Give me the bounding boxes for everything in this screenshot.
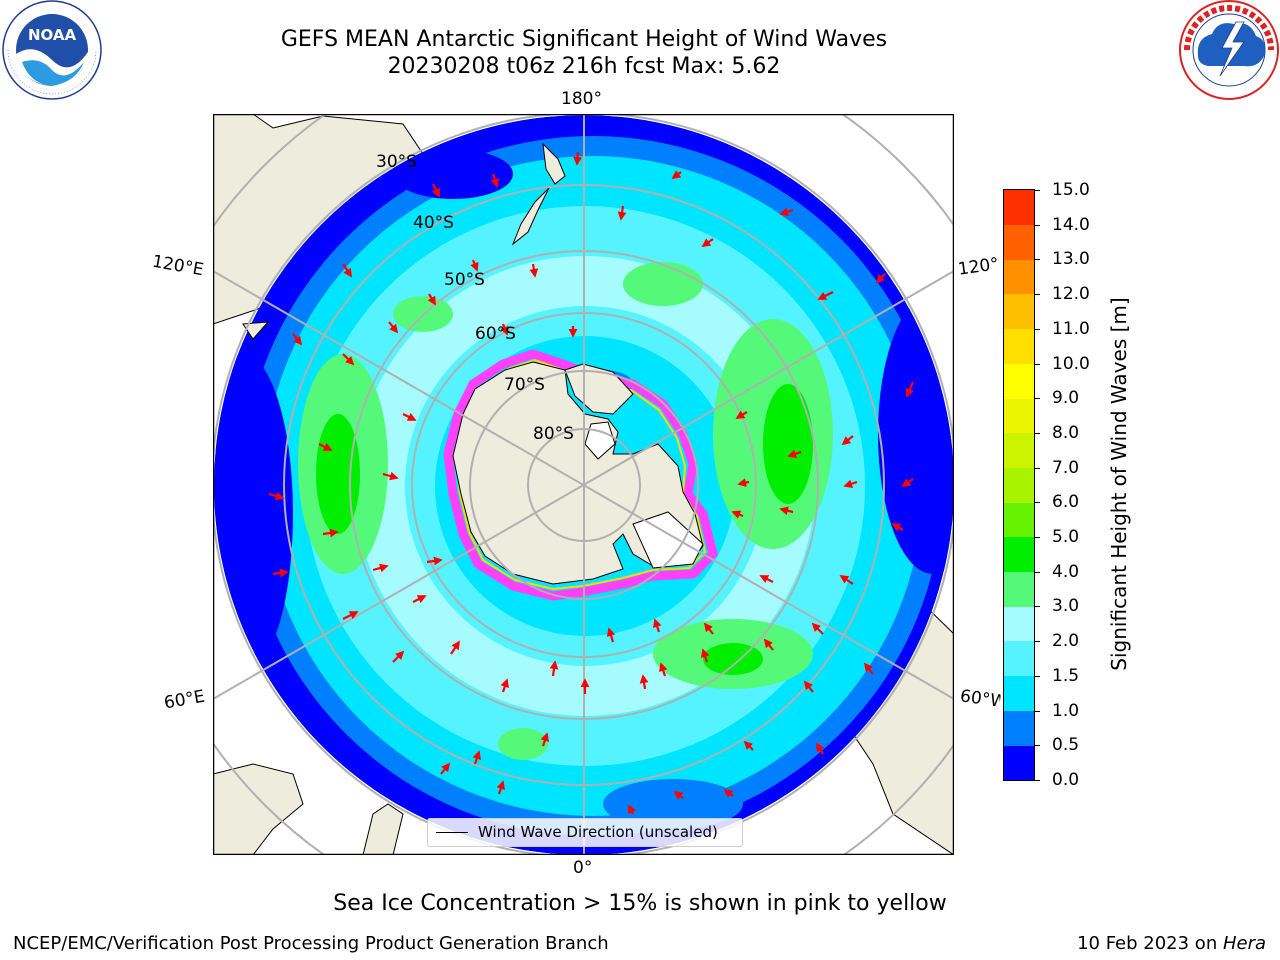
colorbar-tick [1034, 780, 1040, 781]
colorbar-tick [1034, 502, 1040, 504]
lon-label-120e: 120°E [150, 251, 206, 281]
colorbar-segment [1004, 537, 1034, 573]
colorbar-segment [1004, 467, 1034, 503]
nws-logo [1179, 0, 1279, 100]
lon-label-60w: 60°W [958, 686, 1002, 712]
colorbar-tick-label: 2.0 [1052, 631, 1080, 652]
colorbar-tick-label: 3.0 [1052, 596, 1080, 617]
colorbar-tick [1034, 190, 1040, 191]
colorbar-segment [1004, 571, 1034, 607]
colorbar-segment [1004, 363, 1034, 399]
footer-date-text: 10 Feb 2023 on [1077, 933, 1223, 954]
colorbar-segment [1004, 224, 1034, 260]
colorbar-segment [1004, 432, 1034, 468]
colorbar-segment [1004, 259, 1034, 295]
new-zealand-land [542, 142, 566, 185]
colorbar-tick [1034, 675, 1040, 677]
footer-branch: NCEP/EMC/Verification Post Processing Pr… [13, 933, 609, 954]
lon-label-120w: 120°W [956, 254, 1000, 280]
madagascar-land [362, 803, 404, 855]
colorbar-segment [1004, 606, 1034, 642]
colorbar-tick-label: 5.0 [1052, 527, 1080, 548]
colorbar-tick [1034, 432, 1040, 434]
colorbar-tick-label: 11.0 [1052, 318, 1090, 339]
colorbar-tick [1034, 224, 1040, 226]
colorbar-tick [1034, 259, 1040, 261]
sea-ice [443, 349, 718, 601]
colorbar-tick [1034, 328, 1040, 330]
colorbar-tick-label: 0.5 [1052, 735, 1080, 756]
title-line-2: 20230208 t06z 216h fcst Max: 5.62 [387, 54, 781, 79]
lat-label-30s: 30°S [376, 152, 417, 172]
lon-label-60e: 60°E [162, 686, 207, 714]
wind-wave-arrows [268, 151, 915, 815]
colorbar-segment [1004, 745, 1034, 781]
colorbar-tick-label: 4.0 [1052, 561, 1080, 582]
lat-label-50s: 50°S [444, 270, 485, 290]
colorbar-segment [1004, 328, 1034, 364]
lat-label-60s: 60°S [475, 324, 516, 344]
colorbar-tick-label: 7.0 [1052, 457, 1080, 478]
colorbar-segment [1004, 190, 1034, 225]
lat-label-40s: 40°S [413, 213, 454, 233]
colorbar-tick-label: 6.0 [1052, 492, 1080, 513]
colorbar-tick [1034, 745, 1040, 747]
colorbar-tick-label: 10.0 [1052, 353, 1090, 374]
colorbar-tick [1034, 363, 1040, 365]
colorbar-tick [1034, 641, 1040, 643]
colorbar-tick-label: 0.0 [1052, 770, 1080, 790]
title-line-1: GEFS MEAN Antarctic Significant Height o… [280, 27, 888, 52]
colorbar-tick [1034, 294, 1040, 296]
colorbar-segment [1004, 675, 1034, 711]
colorbar-tick-label: 1.0 [1052, 700, 1080, 721]
colorbar-tick-label: 1.5 [1052, 665, 1080, 686]
africa-land [213, 763, 304, 855]
colorbar-segment [1004, 710, 1034, 746]
graticule [213, 114, 954, 855]
noaa-logo: NOAA [2, 0, 102, 100]
colorbar-segment [1004, 502, 1034, 538]
colorbar-tick [1034, 537, 1040, 539]
colorbar-tick-label: 9.0 [1052, 388, 1080, 409]
legend-line-swatch [436, 832, 468, 833]
lon-label-0: 0° [573, 858, 593, 878]
colorbar-segment [1004, 398, 1034, 434]
colorbar [1003, 189, 1035, 781]
colorbar-segment [1004, 294, 1034, 330]
colorbar-tick [1034, 398, 1040, 400]
footer-machine: Hera [1222, 933, 1266, 954]
colorbar-tick-label: 13.0 [1052, 249, 1090, 270]
lat-label-80s: 80°S [533, 424, 574, 444]
colorbar-tick-label: 8.0 [1052, 422, 1080, 443]
chart-title: GEFS MEAN Antarctic Significant Height o… [0, 26, 1168, 80]
svg-text:NOAA: NOAA [28, 26, 77, 44]
colorbar-segment [1004, 641, 1034, 677]
sea-ice-caption: Sea Ice Concentration > 15% is shown in … [333, 891, 947, 916]
footer-date: 10 Feb 2023 on Hera [1077, 933, 1266, 954]
colorbar-tick [1034, 467, 1040, 469]
colorbar-tick [1034, 606, 1040, 608]
colorbar-tick [1034, 571, 1040, 573]
lat-label-70s: 70°S [504, 375, 545, 395]
lon-label-180: 180° [561, 89, 602, 109]
polar-map [213, 114, 954, 855]
map-legend: Wind Wave Direction (unscaled) [427, 818, 743, 847]
colorbar-tick-label: 15.0 [1052, 180, 1090, 200]
legend-label: Wind Wave Direction (unscaled) [478, 823, 718, 841]
colorbar-tick [1034, 710, 1040, 712]
colorbar-title: Significant Height of Wind Waves [m] [1107, 297, 1131, 671]
colorbar-tick-label: 12.0 [1052, 284, 1090, 305]
colorbar-tick-label: 14.0 [1052, 214, 1090, 235]
